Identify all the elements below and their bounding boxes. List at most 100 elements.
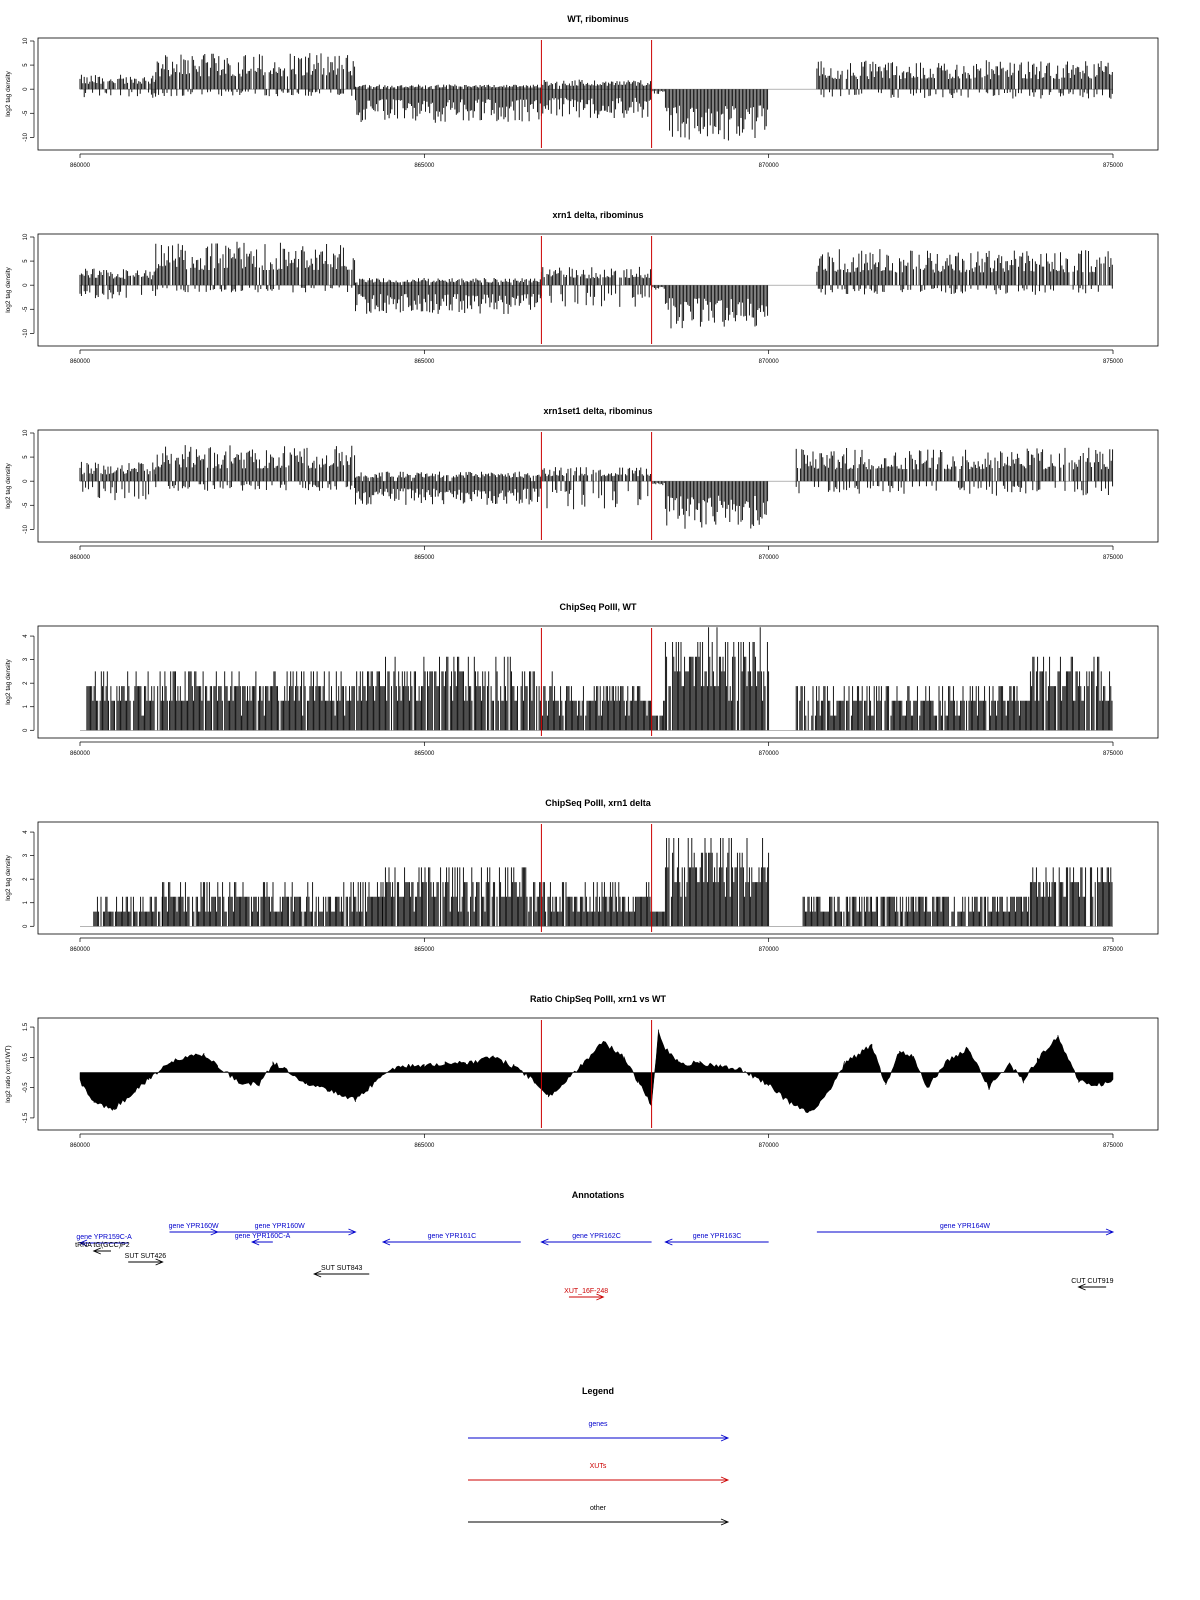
signal-segment xyxy=(528,882,652,927)
y-tick-label: 10 xyxy=(23,233,29,240)
signal-segment xyxy=(355,471,541,505)
signal-segment xyxy=(93,896,163,927)
y-tick-label: -10 xyxy=(23,132,29,141)
y-tick-label: 1 xyxy=(23,900,29,904)
annotations-title: Annotations xyxy=(572,1190,625,1200)
y-tick-label: 0.5 xyxy=(23,1053,29,1062)
annotation-label: gene YPR160W xyxy=(255,1223,305,1230)
annotation-arrow-head xyxy=(381,1238,391,1246)
annotation-label: gene YPR160C-A xyxy=(235,1233,291,1240)
signal-bars xyxy=(651,911,666,927)
signal-bars xyxy=(540,266,652,307)
y-tick-label: -10 xyxy=(23,328,29,337)
annotation-arrow-head xyxy=(596,1293,605,1301)
x-tick-label: 865000 xyxy=(414,1143,435,1149)
y-tick-label: -1.5 xyxy=(23,1112,29,1123)
legend-label: other xyxy=(590,1505,607,1512)
signal-segment xyxy=(162,882,383,927)
x-tick-label: 875000 xyxy=(1103,1143,1124,1149)
annotation-arrow-head xyxy=(251,1238,260,1246)
signal-segment xyxy=(540,671,652,731)
signal-segment xyxy=(355,278,541,314)
legend-label: XUTs xyxy=(590,1463,607,1470)
y-tick-label: 4 xyxy=(23,634,29,638)
annotation-arrow-head xyxy=(540,1238,549,1246)
signal-bars xyxy=(162,882,383,927)
panel-title: WT, ribominus xyxy=(567,14,629,24)
signal-segment xyxy=(816,60,1113,99)
signal-segment xyxy=(79,74,157,98)
panel-title: xrn1set1 delta, ribominus xyxy=(543,406,652,416)
legend-label: genes xyxy=(588,1421,608,1428)
legend-item-other: other xyxy=(468,1505,730,1526)
signal-bars xyxy=(664,285,769,329)
signal-bars xyxy=(93,896,163,927)
signal-bars xyxy=(79,461,157,501)
y-tick-label: 1.5 xyxy=(23,1022,29,1031)
plot-frame xyxy=(37,821,1159,935)
legend: Legend genes XUTs other xyxy=(468,1386,730,1526)
panel-title: xrn1 delta, ribominus xyxy=(552,210,643,220)
signal-bars xyxy=(540,671,652,731)
panel-title: ChipSeq PolII, WT xyxy=(560,602,637,612)
annotation-label: gene YPR161C xyxy=(428,1233,477,1240)
y-tick-label: 2 xyxy=(23,681,29,685)
y-tick-label: 0 xyxy=(23,479,29,483)
legend-item-xuts: XUTs xyxy=(468,1463,730,1484)
y-tick-label: -5 xyxy=(23,110,29,116)
annotation-arrow-head xyxy=(92,1247,101,1255)
x-tick-label: 865000 xyxy=(414,359,435,365)
y-tick-label: -5 xyxy=(23,502,29,508)
signal-bars xyxy=(795,447,1114,496)
signal-segment xyxy=(356,656,541,731)
annotation-arrow-head xyxy=(313,1270,322,1278)
annotation-genes: gene YPR160W xyxy=(203,1223,357,1236)
signal-bars xyxy=(355,84,541,123)
signal-segment xyxy=(79,461,157,501)
plot-frame xyxy=(37,233,1159,347)
signal-bars xyxy=(1029,867,1113,927)
x-tick-label: 875000 xyxy=(1103,751,1124,757)
signal-bars xyxy=(540,79,652,119)
legend-arrow-head xyxy=(720,1476,730,1484)
x-tick-label: 860000 xyxy=(70,947,91,953)
signal-segment xyxy=(664,89,769,141)
annotation-label: gene YPR160W xyxy=(169,1223,219,1230)
x-tick-label: 860000 xyxy=(70,555,91,561)
signal-segment xyxy=(155,53,356,97)
y-axis-label: log2 tag density xyxy=(5,854,12,900)
annotation-label: CUT CUT919 xyxy=(1071,1278,1113,1285)
x-tick-label: 860000 xyxy=(70,751,91,757)
signal-segment xyxy=(382,867,528,927)
signal-segment xyxy=(664,285,769,329)
annotation-label: tRNA tG(GCC)P2 xyxy=(75,1242,130,1249)
y-axis-label: log2 tag density xyxy=(5,462,12,508)
y-tick-label: 0 xyxy=(23,87,29,91)
annotation-other: SUT SUT843 xyxy=(313,1265,370,1278)
signal-bars xyxy=(382,867,528,927)
signal-bars xyxy=(664,838,770,927)
signal-bars xyxy=(795,686,1031,731)
y-axis-label: log2 ratio (xrn1/WT) xyxy=(5,1045,12,1102)
annotation-arrow-head xyxy=(1077,1283,1086,1291)
annotation-arrow-head xyxy=(348,1228,357,1236)
annotation-genes: gene YPR160W xyxy=(169,1223,219,1236)
y-tick-label: -0.5 xyxy=(23,1082,29,1093)
legend-title: Legend xyxy=(582,1386,614,1396)
x-tick-label: 865000 xyxy=(414,555,435,561)
signal-bars xyxy=(86,671,168,731)
annotation-label: SUT SUT843 xyxy=(321,1265,363,1272)
y-tick-label: 5 xyxy=(23,455,29,459)
signal-segment xyxy=(79,268,157,300)
signal-bars xyxy=(155,445,356,491)
plot-frame xyxy=(37,1017,1159,1131)
signal-segment xyxy=(86,671,168,731)
ratio-area xyxy=(79,1029,1114,1113)
y-tick-label: 2 xyxy=(23,877,29,881)
y-tick-label: 4 xyxy=(23,830,29,834)
signal-segment xyxy=(1029,656,1113,731)
y-tick-label: 0 xyxy=(23,728,29,732)
annotation-other: tRNA tG(GCC)P2 xyxy=(75,1242,130,1255)
signal-bars xyxy=(651,285,665,290)
